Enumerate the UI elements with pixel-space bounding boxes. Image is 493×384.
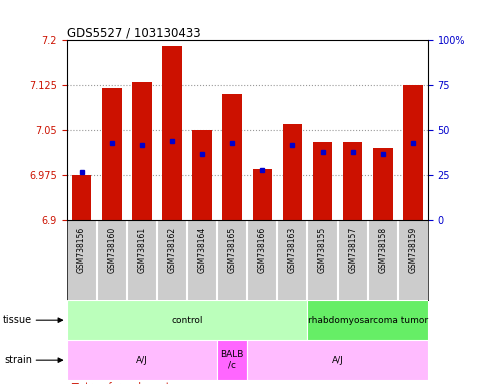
Text: GSM738161: GSM738161 <box>138 227 146 273</box>
Text: GSM738157: GSM738157 <box>348 227 357 273</box>
Text: control: control <box>171 316 203 325</box>
Text: GSM738165: GSM738165 <box>228 227 237 273</box>
Text: GDS5527 / 103130433: GDS5527 / 103130433 <box>67 26 200 39</box>
Bar <box>247 340 428 380</box>
Bar <box>67 340 217 380</box>
Bar <box>67 300 308 340</box>
Text: GSM738163: GSM738163 <box>288 227 297 273</box>
Bar <box>217 340 247 380</box>
Bar <box>308 300 428 340</box>
Text: GSM738164: GSM738164 <box>198 227 207 273</box>
Text: tissue: tissue <box>3 315 32 325</box>
Text: ■  transformed count: ■ transformed count <box>71 382 170 384</box>
Text: GSM738160: GSM738160 <box>107 227 116 273</box>
Bar <box>282 124 302 220</box>
Text: rhabdomyosarcoma tumor: rhabdomyosarcoma tumor <box>308 316 428 325</box>
Bar <box>343 142 362 220</box>
Bar <box>72 175 91 220</box>
Bar <box>102 88 121 220</box>
Bar <box>162 46 182 220</box>
Bar <box>222 94 242 220</box>
Bar <box>192 130 212 220</box>
Bar <box>132 82 152 220</box>
Text: GSM738166: GSM738166 <box>258 227 267 273</box>
Text: GSM738162: GSM738162 <box>168 227 176 273</box>
Bar <box>252 169 272 220</box>
Text: A/J: A/J <box>136 356 148 365</box>
Bar <box>313 142 332 220</box>
Bar <box>403 85 423 220</box>
Text: GSM738155: GSM738155 <box>318 227 327 273</box>
Text: strain: strain <box>4 355 32 365</box>
Text: GSM738158: GSM738158 <box>378 227 387 273</box>
Bar <box>373 148 392 220</box>
Text: GSM738156: GSM738156 <box>77 227 86 273</box>
Text: A/J: A/J <box>332 356 344 365</box>
Text: GSM738159: GSM738159 <box>408 227 418 273</box>
Text: BALB
/c: BALB /c <box>220 351 244 370</box>
